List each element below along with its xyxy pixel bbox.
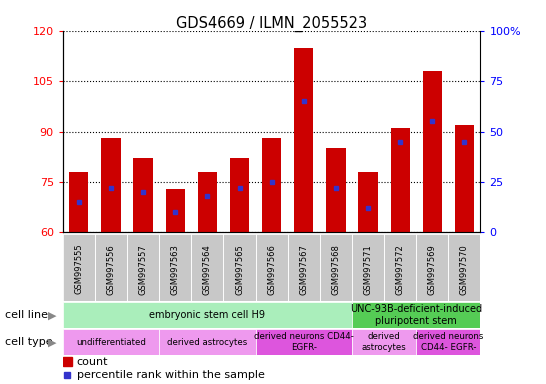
Bar bbox=[159, 234, 191, 301]
Text: GSM997563: GSM997563 bbox=[171, 244, 180, 295]
Text: GSM997556: GSM997556 bbox=[106, 244, 116, 295]
Text: GDS4669 / ILMN_2055523: GDS4669 / ILMN_2055523 bbox=[176, 15, 367, 31]
Bar bbox=[352, 234, 384, 301]
Bar bbox=[358, 172, 378, 232]
Text: undifferentiated: undifferentiated bbox=[76, 338, 146, 347]
Text: GSM997567: GSM997567 bbox=[299, 244, 308, 295]
Text: count: count bbox=[76, 357, 108, 367]
Bar bbox=[63, 234, 95, 301]
Bar bbox=[390, 128, 410, 232]
Text: derived astrocytes: derived astrocytes bbox=[167, 338, 247, 347]
Bar bbox=[256, 329, 352, 355]
Text: ▶: ▶ bbox=[48, 310, 56, 320]
Text: GSM997569: GSM997569 bbox=[428, 244, 437, 295]
Text: GSM997566: GSM997566 bbox=[267, 244, 276, 295]
Text: GSM997570: GSM997570 bbox=[460, 244, 469, 295]
Bar bbox=[63, 357, 72, 366]
Text: derived
astrocytes: derived astrocytes bbox=[361, 333, 406, 352]
Text: GSM997564: GSM997564 bbox=[203, 244, 212, 295]
Text: ▶: ▶ bbox=[48, 337, 56, 347]
Bar bbox=[102, 138, 121, 232]
Bar bbox=[256, 234, 288, 301]
Text: GSM997572: GSM997572 bbox=[396, 244, 405, 295]
Text: GSM997568: GSM997568 bbox=[331, 244, 340, 295]
Bar bbox=[416, 234, 448, 301]
Bar bbox=[320, 234, 352, 301]
Bar bbox=[127, 234, 159, 301]
Bar bbox=[327, 148, 346, 232]
Text: GSM997565: GSM997565 bbox=[235, 244, 244, 295]
Text: cell type: cell type bbox=[5, 337, 53, 347]
Bar bbox=[95, 234, 127, 301]
Bar bbox=[63, 302, 352, 328]
Bar bbox=[455, 125, 474, 232]
Text: derived neurons
CD44- EGFR-: derived neurons CD44- EGFR- bbox=[413, 333, 484, 352]
Bar bbox=[294, 48, 313, 232]
Bar bbox=[191, 234, 223, 301]
Bar bbox=[223, 234, 256, 301]
Bar bbox=[416, 329, 480, 355]
Text: cell line: cell line bbox=[5, 310, 49, 320]
Bar bbox=[159, 329, 256, 355]
Text: GSM997555: GSM997555 bbox=[74, 244, 84, 295]
Bar bbox=[262, 138, 281, 232]
Bar bbox=[423, 71, 442, 232]
Bar bbox=[165, 189, 185, 232]
Bar bbox=[384, 234, 416, 301]
Bar bbox=[69, 172, 88, 232]
Bar bbox=[198, 172, 217, 232]
Bar bbox=[288, 234, 320, 301]
Bar bbox=[352, 329, 416, 355]
Bar bbox=[352, 302, 480, 328]
Bar bbox=[448, 234, 480, 301]
Text: percentile rank within the sample: percentile rank within the sample bbox=[76, 370, 264, 380]
Text: GSM997571: GSM997571 bbox=[364, 244, 372, 295]
Bar bbox=[133, 158, 153, 232]
Text: derived neurons CD44-
EGFR-: derived neurons CD44- EGFR- bbox=[254, 333, 354, 352]
Bar bbox=[230, 158, 249, 232]
Text: embryonic stem cell H9: embryonic stem cell H9 bbox=[150, 310, 265, 320]
Text: UNC-93B-deficient-induced
pluripotent stem: UNC-93B-deficient-induced pluripotent st… bbox=[350, 305, 482, 326]
Text: GSM997557: GSM997557 bbox=[139, 244, 147, 295]
Bar bbox=[63, 329, 159, 355]
